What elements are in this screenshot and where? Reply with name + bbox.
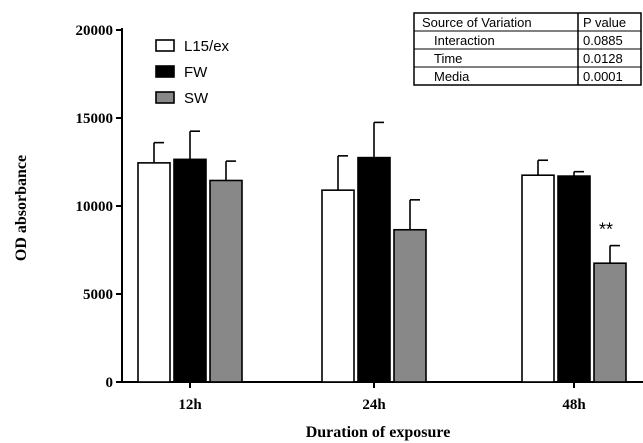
bar-sw-24h [393, 228, 427, 383]
y-tick-label: 0 [106, 375, 114, 391]
table-cell: Interaction [434, 33, 495, 48]
p-value-table: Source of Variation P value Interaction 0.0… [413, 12, 642, 86]
legend-swatch-sw [155, 91, 175, 104]
table-cell: Time [434, 51, 462, 66]
legend-swatch-l15ex [155, 39, 175, 52]
bar-fw-48h [557, 175, 591, 383]
x-tick-label: 12h [178, 397, 202, 413]
y-tick-label: 5000 [83, 287, 113, 303]
legend-label: FW [184, 64, 208, 81]
legend-swatch-fw [155, 65, 175, 78]
y-tick-label: 10000 [76, 199, 114, 215]
x-axis-title: Duration of exposure [306, 424, 451, 441]
table-header: P value [583, 15, 626, 30]
table-cell: 0.0885 [583, 33, 623, 48]
bar-marks [137, 121, 627, 383]
table-header: Source of Variation [422, 15, 532, 30]
y-axis-title: OD absorbance [13, 155, 30, 261]
significance-annotation: ** [599, 220, 613, 240]
x-tick-label: 24h [362, 397, 386, 413]
bar-fw-12h [173, 158, 207, 383]
bar-sw-12h [209, 179, 243, 383]
bar-l15ex-12h [137, 162, 171, 383]
y-tick-label: 20000 [76, 23, 114, 39]
legend-label: L15/ex [184, 38, 230, 55]
chart-labels: 0 5000 10000 15000 20000 12h 24h 48h ** Duration … [13, 23, 613, 441]
y-tick-label: 15000 [76, 111, 114, 127]
bar-sw-48h [593, 262, 627, 383]
legend: L15/ex FW SW [155, 38, 230, 107]
bar-l15ex-24h [321, 189, 355, 383]
table-cell: Media [434, 69, 470, 84]
table-cell: 0.0001 [583, 69, 623, 84]
bar-fw-24h [357, 156, 391, 383]
legend-label: SW [184, 90, 209, 107]
bar-l15ex-48h [521, 174, 555, 383]
x-tick-label: 48h [562, 397, 586, 413]
table-cell: 0.0128 [583, 51, 623, 66]
